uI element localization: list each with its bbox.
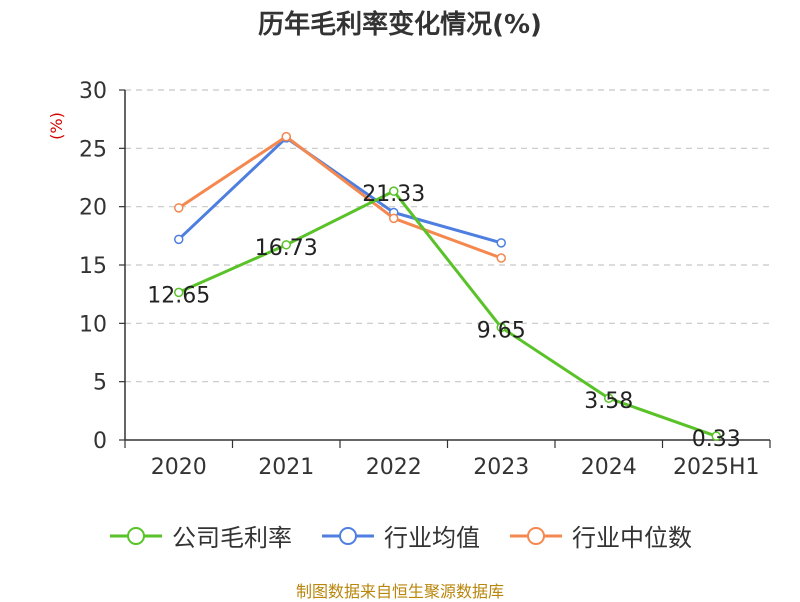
y-tick-label: 20 xyxy=(79,196,107,221)
data-point xyxy=(496,253,506,263)
series-line xyxy=(177,136,502,245)
x-tick-label: 2021 xyxy=(258,455,314,480)
y-tick-label: 5 xyxy=(93,371,107,396)
data-point xyxy=(496,322,506,333)
chart-title: 历年毛利率变化情况(%) xyxy=(258,10,542,40)
data-label: 0.33 xyxy=(692,427,741,452)
data-point xyxy=(174,287,184,298)
legend-item-industry-median[interactable]: 行业中位数 xyxy=(508,518,692,553)
data-point xyxy=(281,240,291,250)
legend-item-company[interactable]: 公司毛利率 xyxy=(108,518,292,553)
data-point xyxy=(174,234,184,245)
data-point xyxy=(389,213,399,224)
data-point xyxy=(281,131,291,142)
footer-source: 制图数据来自恒生聚源数据库 xyxy=(295,582,504,601)
legend-swatch-industry-median xyxy=(510,526,562,545)
data-label: 3.58 xyxy=(584,389,633,414)
y-tick-label: 0 xyxy=(93,429,107,454)
y-tick-label: 15 xyxy=(79,254,107,279)
series-line xyxy=(178,189,717,438)
x-tick-label: 2025H1 xyxy=(673,455,760,480)
data-label: 16.73 xyxy=(255,236,318,261)
legend-label-industry-median: 行业中位数 xyxy=(572,524,692,552)
legend-swatch-company xyxy=(110,526,162,545)
y-axis-label: (%) xyxy=(47,112,66,140)
y-tick-label: 10 xyxy=(79,312,107,337)
legend-swatch-industry-mean xyxy=(322,526,374,545)
data-label: 12.65 xyxy=(147,283,210,308)
x-tick-label: 2020 xyxy=(151,455,207,480)
chart-legend: 公司毛利率 行业均值 行业中位数 xyxy=(0,518,800,553)
y-tick-label: 30 xyxy=(79,79,107,104)
data-point xyxy=(389,186,399,196)
legend-item-industry-mean[interactable]: 行业均值 xyxy=(320,518,480,553)
x-tick-label: 2024 xyxy=(581,455,637,480)
x-tick-label: 2023 xyxy=(473,455,529,480)
x-tick-label: 2022 xyxy=(366,455,422,480)
series-line xyxy=(177,135,502,260)
data-label: 21.33 xyxy=(362,182,425,207)
data-label: 9.65 xyxy=(477,318,526,343)
data-point xyxy=(604,393,614,403)
data-point xyxy=(174,203,184,213)
legend-label-industry-mean: 行业均值 xyxy=(384,524,480,552)
y-tick-label: 25 xyxy=(79,137,107,162)
data-point xyxy=(496,238,506,248)
legend-label-company: 公司毛利率 xyxy=(172,524,292,552)
data-point xyxy=(711,431,721,441)
